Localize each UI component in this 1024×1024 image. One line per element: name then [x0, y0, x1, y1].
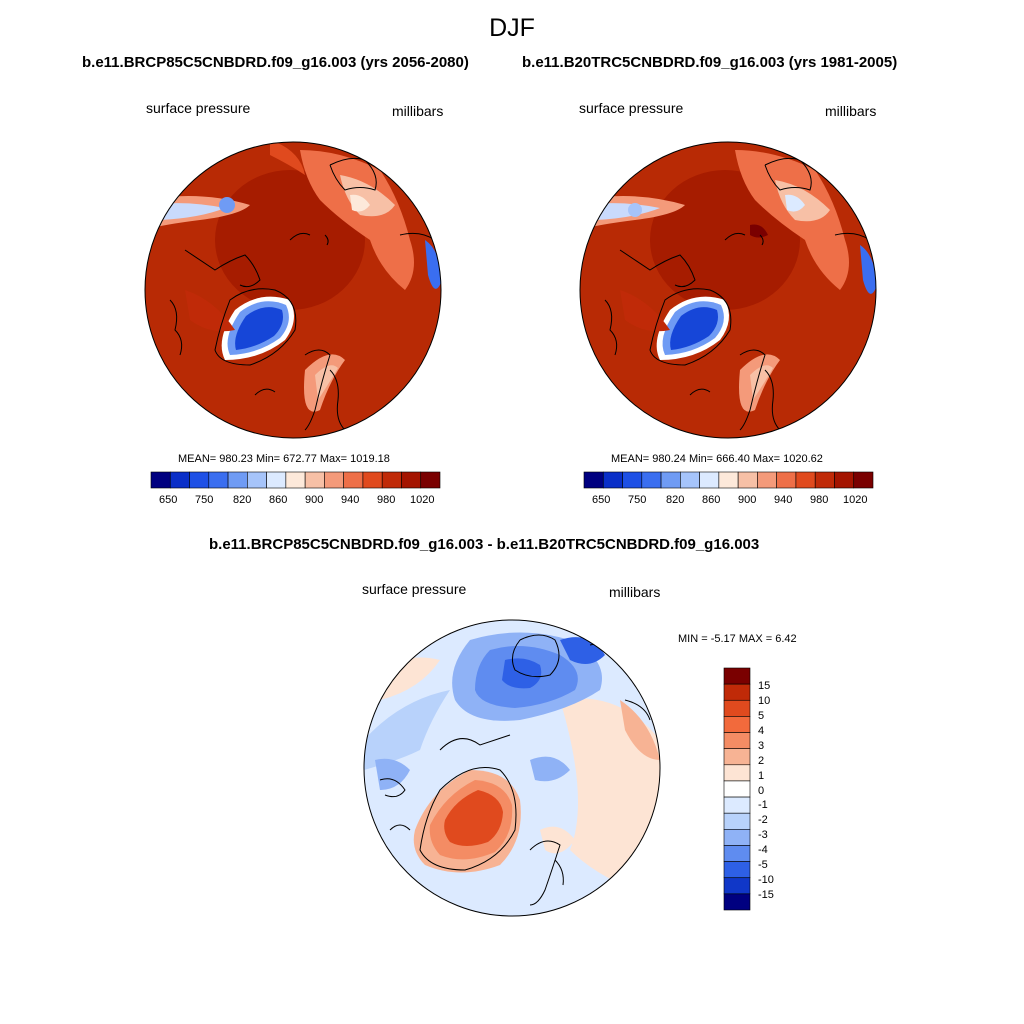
colorbar-swatch — [776, 471, 797, 489]
colorbar-right — [583, 471, 874, 489]
colorbar-swatch — [757, 471, 777, 489]
units-label-diff: millibars — [609, 584, 661, 600]
colorbar-swatch — [853, 471, 874, 489]
colorbar-swatch — [723, 716, 751, 733]
cbar-right-tick: 860 — [702, 494, 721, 506]
colorbar-swatch — [723, 667, 751, 685]
cbar-diff-tick: 2 — [758, 755, 765, 767]
colorbar-left — [150, 471, 441, 489]
figure-title: DJF — [489, 14, 535, 42]
cbar-left-tick: 1020 — [410, 494, 435, 506]
variable-label-right: surface pressure — [579, 100, 684, 116]
cbar-left-tick: 820 — [233, 494, 252, 506]
map-difference — [363, 619, 661, 917]
colorbar-swatch — [723, 845, 751, 862]
map-left — [144, 141, 442, 439]
colorbar-swatch — [723, 812, 751, 830]
colorbar-swatch — [699, 471, 720, 489]
cbar-left-tick: 750 — [195, 494, 214, 506]
colorbar-swatch — [660, 471, 681, 489]
cbar-right-tick: 940 — [774, 494, 793, 506]
colorbar-swatch — [602, 471, 623, 489]
cbar-right-tick: 750 — [628, 494, 647, 506]
colorbar-swatch — [723, 829, 751, 846]
colorbar-difference — [723, 667, 751, 911]
colorbar-swatch — [304, 471, 325, 489]
colorbar-swatch — [723, 796, 751, 814]
colorbar-swatch — [723, 877, 751, 895]
colorbar-swatch — [266, 471, 287, 489]
cbar-right-tick: 980 — [810, 494, 829, 506]
cbar-right-tick: 1020 — [843, 494, 868, 506]
colorbar-swatch — [723, 893, 751, 911]
colorbar-swatch — [343, 471, 364, 489]
cbar-left-tick: 860 — [269, 494, 288, 506]
colorbar-swatch — [583, 471, 604, 489]
colorbar-swatch — [227, 471, 248, 489]
colorbar-swatch — [169, 471, 190, 489]
cbar-diff-tick: -4 — [758, 844, 768, 856]
cbar-diff-tick: -1 — [758, 799, 768, 811]
cbar-diff-tick: 10 — [758, 695, 771, 707]
stats-left: MEAN= 980.23 Min= 672.77 Max= 1019.18 — [178, 453, 390, 465]
stats-right: MEAN= 980.24 Min= 666.40 Max= 1020.62 — [611, 453, 823, 465]
variable-label-diff: surface pressure — [362, 581, 467, 597]
cbar-diff-tick: -2 — [758, 814, 768, 826]
map-right — [579, 141, 877, 439]
colorbar-swatch — [814, 471, 835, 489]
cbar-diff-tick: 15 — [758, 680, 771, 692]
colorbar-swatch — [795, 471, 816, 489]
colorbar-swatch — [150, 471, 171, 489]
cbar-right-tick: 820 — [666, 494, 685, 506]
colorbar-swatch — [247, 471, 267, 489]
cbar-diff-tick: -15 — [758, 889, 774, 901]
cbar-left-tick: 980 — [377, 494, 396, 506]
colorbar-swatch — [723, 683, 751, 701]
cbar-diff-tick: -10 — [758, 874, 774, 886]
cbar-diff-tick: -3 — [758, 829, 768, 841]
colorbar-swatch — [641, 471, 662, 489]
colorbar-swatch — [208, 471, 229, 489]
colorbar-swatch — [723, 861, 751, 879]
cbar-diff-tick: 3 — [758, 740, 765, 752]
cbar-diff-tick: 1 — [758, 770, 765, 782]
cbar-right-tick: 650 — [592, 494, 611, 506]
colorbar-swatch — [420, 471, 441, 489]
colorbar-swatch — [737, 471, 758, 489]
cbar-diff-tick: 4 — [758, 725, 765, 737]
colorbar-swatch — [362, 471, 383, 489]
variable-label-left: surface pressure — [146, 100, 251, 116]
colorbar-swatch — [718, 471, 739, 489]
stats-diff: MIN = -5.17 MAX = 6.42 — [678, 633, 797, 645]
colorbar-swatch — [680, 471, 700, 489]
difference-title: b.e11.BRCP85C5CNBDRD.f09_g16.003 - b.e11… — [209, 536, 760, 553]
units-label-left: millibars — [392, 103, 444, 119]
cbar-left-tick: 650 — [159, 494, 178, 506]
cbar-diff-tick: 5 — [758, 710, 765, 722]
colorbar-swatch — [723, 732, 751, 749]
colorbar-swatch — [723, 780, 751, 798]
colorbar-swatch — [723, 699, 751, 717]
colorbar-swatch — [381, 471, 402, 489]
cbar-right-tick: 900 — [738, 494, 757, 506]
colorbar-swatch — [834, 471, 855, 489]
cbar-diff-tick: -5 — [758, 859, 768, 871]
cbar-left-tick: 940 — [341, 494, 360, 506]
cbar-left-tick: 900 — [305, 494, 324, 506]
units-label-right: millibars — [825, 103, 877, 119]
colorbar-swatch — [189, 471, 210, 489]
colorbar-swatch — [324, 471, 344, 489]
panel-title-left: b.e11.BRCP85C5CNBDRD.f09_g16.003 (yrs 20… — [82, 54, 469, 71]
colorbar-swatch — [401, 471, 422, 489]
panel-title-right: b.e11.B20TRC5CNBDRD.f09_g16.003 (yrs 198… — [522, 54, 898, 71]
colorbar-swatch — [723, 764, 751, 782]
cbar-diff-tick: 0 — [758, 785, 765, 797]
colorbar-swatch — [622, 471, 643, 489]
colorbar-swatch — [285, 471, 306, 489]
colorbar-swatch — [723, 748, 751, 766]
